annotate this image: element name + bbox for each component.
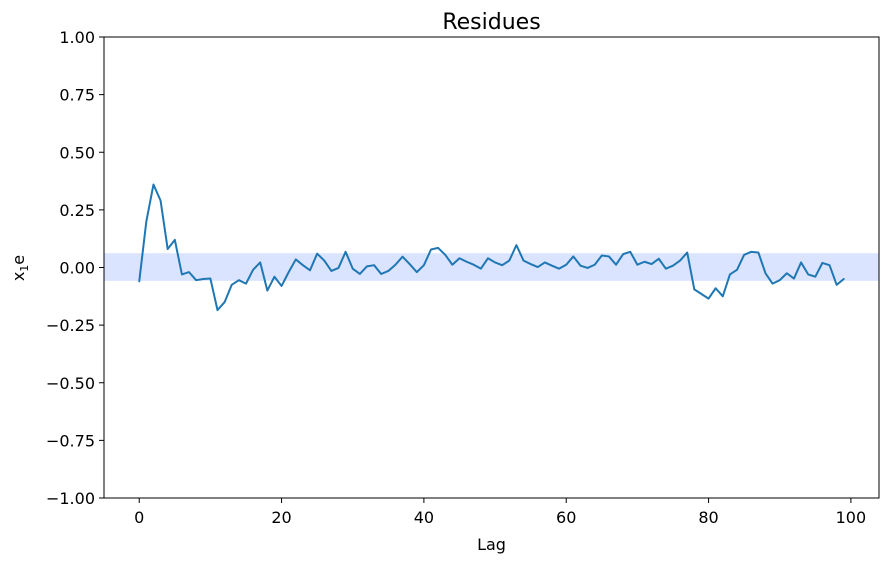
y-tick-label: 0.50 bbox=[59, 143, 95, 162]
y-tick-label: −0.25 bbox=[46, 316, 95, 335]
y-axis-ticks: 1.00 0.75 0.50 0.25 0.00 −0.25 −0.50 −0.75 −1.00 bbox=[46, 28, 104, 508]
y-tick-label: −1.00 bbox=[46, 489, 95, 508]
chart-title: Residues bbox=[442, 10, 540, 35]
y-tick-label: 0.75 bbox=[59, 86, 95, 105]
y-axis-title-base: x bbox=[9, 272, 28, 281]
series-line-0 bbox=[138, 183, 845, 312]
x-axis-title: Lag bbox=[477, 535, 506, 554]
confidence-band bbox=[104, 253, 879, 281]
y-tick-label: 1.00 bbox=[59, 28, 95, 47]
y-tick-label: 0.25 bbox=[59, 201, 95, 220]
y-axis-title-subscript: 1 bbox=[18, 265, 31, 272]
y-tick-label: −0.75 bbox=[46, 431, 95, 450]
y-tick-label: −0.50 bbox=[46, 374, 95, 393]
x-tick-label: 40 bbox=[414, 508, 434, 527]
x-tick-label: 100 bbox=[836, 508, 867, 527]
x-tick-label: 20 bbox=[271, 508, 291, 527]
x-tick-label: 80 bbox=[698, 508, 718, 527]
x-tick-label: 60 bbox=[556, 508, 576, 527]
x-axis-ticks: 0 20 40 60 80 100 bbox=[134, 498, 866, 527]
y-axis-title: x1e bbox=[9, 255, 31, 281]
series-line-layer bbox=[138, 183, 845, 312]
x-tick-label: 0 bbox=[134, 508, 144, 527]
y-axis-title-tail: e bbox=[9, 255, 28, 265]
y-tick-label: 0.00 bbox=[59, 259, 95, 278]
confidence-band-layer bbox=[104, 253, 879, 281]
